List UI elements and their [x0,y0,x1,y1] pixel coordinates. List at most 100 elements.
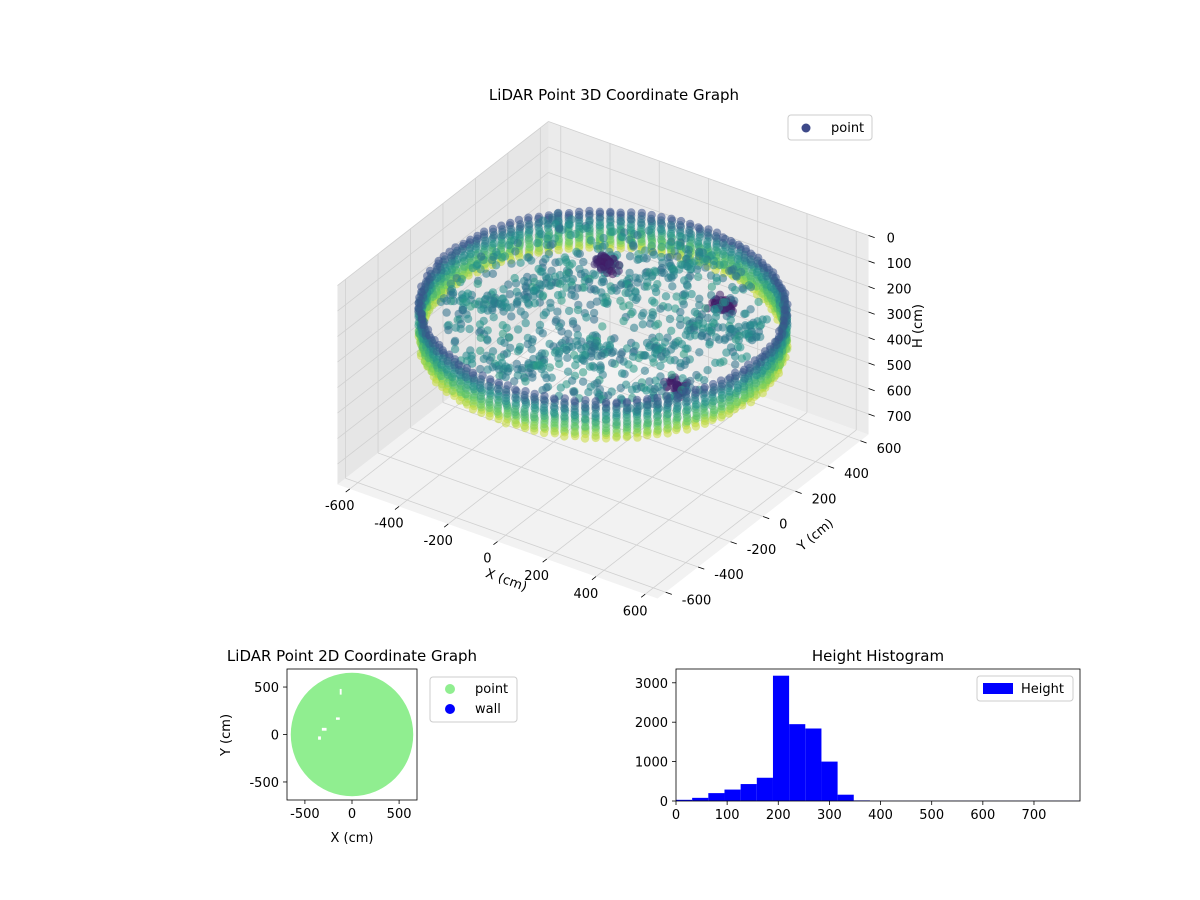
point-marker [524,213,533,222]
point-marker [746,398,756,407]
point-marker [480,230,489,239]
point-marker [566,230,575,240]
chart-3d-ylabel: Y (cm) [794,516,837,555]
point-marker [501,372,510,382]
point-marker [656,361,665,371]
point-marker [686,271,695,281]
point-marker [595,257,604,267]
z-tick [868,413,875,417]
point-marker [678,374,687,383]
point-marker [500,338,509,347]
point-marker [643,409,652,418]
point-marker [666,356,675,365]
point-marker [718,323,728,332]
point-marker [622,417,632,426]
point-marker [718,410,727,420]
point-marker [601,423,611,433]
point-marker [485,412,494,421]
point-marker [545,281,554,291]
point-marker [572,324,581,333]
point-marker [542,373,551,383]
point-marker [520,421,529,431]
legend-hist-label-height: Height [1021,682,1064,697]
point-marker [627,385,637,394]
point-marker [641,271,651,281]
y-tick-label: -400 [714,568,744,583]
point-marker [538,291,548,300]
point-marker [560,404,569,413]
point-marker [605,260,614,269]
point-marker [447,251,457,260]
point-marker [610,334,619,343]
point-marker [705,340,714,349]
chart-2d-plot-area [290,672,414,797]
point-marker [545,363,554,372]
y-tick [762,516,770,520]
point-marker [522,283,531,293]
point-marker [676,320,685,330]
point-marker [568,317,578,326]
x-tick-label: 100 [715,808,740,823]
point-marker [524,234,534,243]
point-marker [573,249,582,258]
histogram-bar [837,794,854,801]
point-marker [450,345,460,354]
x-tick-label: 0 [348,807,356,822]
point-marker [702,240,712,249]
grid-z-back [548,146,869,262]
point-marker [718,233,728,242]
point-marker [513,325,523,334]
x-tick-label: 400 [574,587,599,602]
point-marker [484,381,493,391]
point-marker [461,398,471,407]
point-marker [683,425,692,434]
y-tick-label: 1000 [635,756,668,771]
point-marker [731,285,740,295]
point-marker [616,208,625,217]
point-marker [739,382,749,391]
point-marker [717,379,727,389]
point-marker [673,252,682,261]
point-marker [633,293,642,302]
point-marker [555,224,564,233]
point-marker [747,336,757,345]
point-marker [466,302,475,311]
point-marker [737,354,747,363]
point-marker [476,364,485,374]
point-marker [513,365,522,374]
point-marker [571,361,580,370]
point-marker [539,310,548,320]
point-marker [542,234,552,243]
point-marker [695,348,704,357]
point-marker [516,258,525,267]
point-marker [607,227,616,236]
point-marker [738,283,747,293]
point-marker [460,251,469,260]
x-tick-label: 600 [623,604,648,619]
point-marker [698,324,708,333]
point-marker [709,386,719,395]
point-marker [477,305,486,314]
y-tick-label: -600 [682,593,712,608]
point-marker [692,370,701,380]
x-tick-label: 0 [672,808,680,823]
point-marker [468,368,478,378]
point-marker [608,358,617,368]
x-tick-label: 500 [387,807,412,822]
point-marker [510,377,519,386]
point-marker [564,237,574,246]
point-marker [466,235,475,244]
z-tick-label: 500 [887,359,912,374]
point-marker [580,414,590,423]
point-marker [711,232,720,241]
point-marker [529,421,539,430]
point-marker [563,353,572,362]
point-marker [679,350,688,359]
point-marker [520,390,529,400]
point-marker [538,216,548,225]
legend-hist-marker-height [983,683,1013,694]
chart-2d-axes: -500 0 500 -500 0 500 [249,681,411,822]
point-marker [666,229,675,238]
legend-2d-label-wall: wall [475,702,501,717]
point-marker [578,377,588,386]
